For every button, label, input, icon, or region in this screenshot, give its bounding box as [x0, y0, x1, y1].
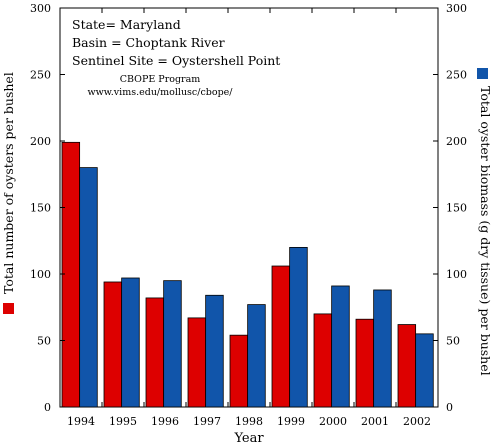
- bar-biomass-1995: [121, 277, 140, 408]
- bar-count-1997: [187, 317, 207, 408]
- y-tick-label-left-0: 0: [44, 401, 51, 414]
- bar-count-1995: [103, 281, 123, 408]
- y-tick-label-left-50: 50: [37, 335, 51, 348]
- bar-count-1994: [61, 141, 81, 408]
- bar-biomass-1998: [247, 304, 266, 408]
- y-tick-label-left-150: 150: [30, 202, 51, 215]
- y-tick-label-right-150: 150: [446, 202, 467, 215]
- annotation-state: State= Maryland: [72, 17, 181, 32]
- x-axis-title: Year: [233, 431, 264, 446]
- x-tick-label-2001: 2001: [361, 415, 389, 428]
- x-tick-label-2000: 2000: [319, 415, 347, 428]
- x-tick-label-1996: 1996: [151, 415, 179, 428]
- x-tick-label-2002: 2002: [403, 415, 431, 428]
- bar-count-1996: [145, 297, 165, 408]
- y-tick-label-right-300: 300: [446, 2, 467, 15]
- bar-count-2000: [313, 313, 333, 408]
- annotation-url: www.vims.edu/mollusc/cbope/: [88, 87, 234, 98]
- y-tick-label-left-250: 250: [30, 69, 51, 82]
- legend-swatch-left: [3, 303, 14, 314]
- bar-biomass-2000: [331, 285, 350, 408]
- y-tick-label-left-100: 100: [30, 268, 51, 281]
- x-tick-label-1999: 1999: [277, 415, 305, 428]
- annotation-basin: Basin = Choptank River: [72, 35, 225, 50]
- x-tick-label-1995: 1995: [109, 415, 137, 428]
- y-tick-label-left-300: 300: [30, 2, 51, 15]
- x-tick-label-1997: 1997: [193, 415, 221, 428]
- y-tick-label-right-200: 200: [446, 135, 467, 148]
- bar-biomass-1997: [205, 294, 224, 408]
- bar-count-2001: [355, 318, 375, 408]
- y-tick-label-right-0: 0: [446, 401, 453, 414]
- bar-biomass-1996: [163, 280, 182, 408]
- bar-biomass-2001: [373, 289, 392, 408]
- bar-count-1999: [271, 265, 291, 408]
- bars-group: [61, 141, 434, 408]
- x-tick-label-1994: 1994: [67, 415, 95, 428]
- annotation-program: CBOPE Program: [120, 74, 201, 85]
- bar-count-2002: [397, 324, 417, 408]
- y-tick-label-right-50: 50: [446, 335, 460, 348]
- bar-biomass-1994: [79, 167, 98, 408]
- y-axis-title-left: Total number of oysters per bushel: [1, 72, 16, 294]
- legend-swatch-right: [477, 68, 488, 79]
- y-tick-label-right-100: 100: [446, 268, 467, 281]
- y-tick-label-left-200: 200: [30, 135, 51, 148]
- x-tick-label-1998: 1998: [235, 415, 263, 428]
- y-tick-label-right-250: 250: [446, 69, 467, 82]
- bar-count-1998: [229, 334, 249, 408]
- bar-biomass-1999: [289, 246, 308, 408]
- bar-biomass-2002: [415, 333, 434, 408]
- y-axis-title-right: Total oyster biomass (g dry tissue) per …: [478, 86, 493, 376]
- annotation-site: Sentinel Site = Oystershell Point: [72, 53, 280, 68]
